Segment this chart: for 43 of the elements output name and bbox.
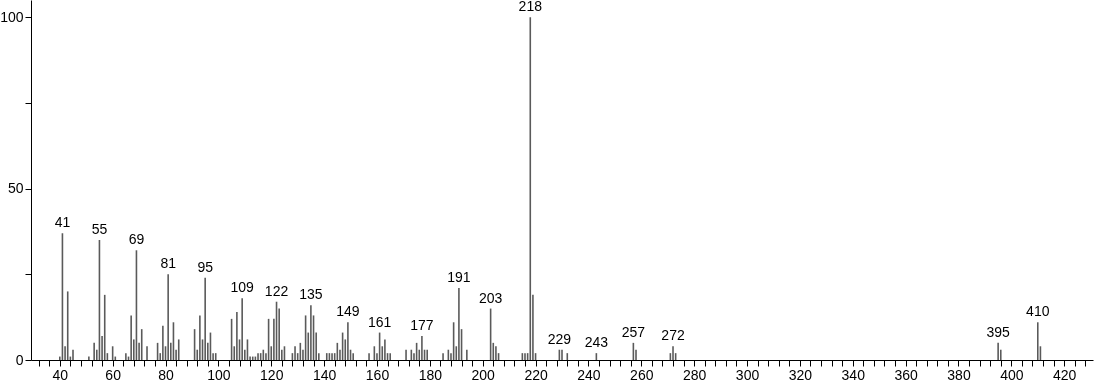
x-tick-label: 200 — [471, 366, 496, 383]
x-tick-label: 120 — [260, 366, 284, 383]
annotation: 395 — [986, 323, 1011, 340]
annotation: 203 — [478, 289, 503, 306]
x-tick-label: 380 — [947, 366, 971, 383]
annotation: 191 — [447, 269, 471, 285]
annotation: 410 — [1026, 303, 1050, 320]
y-tick-label: 50 — [7, 180, 24, 197]
x-tick-label: 100 — [207, 366, 231, 383]
annotation: 109 — [230, 279, 255, 296]
x-tick-label: 80 — [158, 366, 175, 383]
annotation: 41 — [54, 214, 71, 231]
annotation: 218 — [518, 0, 543, 15]
annotation: 149 — [336, 303, 360, 320]
annotation: 122 — [264, 282, 289, 299]
x-tick-label: 340 — [841, 366, 866, 383]
annotation: 229 — [547, 330, 572, 347]
annotation: 243 — [584, 334, 609, 351]
x-tick-label: 240 — [577, 366, 601, 383]
y-tick-label: 100 — [0, 8, 24, 25]
annotation: 69 — [128, 231, 145, 248]
x-tick-label: 140 — [312, 366, 337, 383]
x-tick-label: 220 — [524, 366, 548, 383]
x-tick-label: 360 — [894, 366, 919, 383]
x-tick-label: 160 — [365, 366, 390, 383]
x-tick-label: 40 — [52, 366, 69, 383]
annotation: 177 — [410, 317, 434, 333]
y-tick-label: 0 — [15, 351, 24, 368]
annotation: 161 — [367, 313, 392, 330]
annotation: 55 — [91, 221, 108, 237]
annotation: 81 — [160, 255, 177, 272]
x-tick-label: 260 — [630, 366, 654, 383]
annotation: 257 — [621, 323, 646, 340]
x-tick-label: 280 — [682, 366, 707, 383]
annotation: 95 — [197, 258, 214, 275]
x-tick-label: 300 — [735, 366, 760, 383]
annotation: 135 — [299, 286, 323, 303]
x-tick-label: 400 — [1000, 366, 1024, 383]
annotation: 272 — [661, 327, 685, 344]
x-tick-label: 420 — [1053, 366, 1077, 383]
x-tick-label: 60 — [105, 366, 122, 383]
x-tick-label: 180 — [418, 366, 443, 383]
x-tick-label: 320 — [788, 366, 813, 383]
